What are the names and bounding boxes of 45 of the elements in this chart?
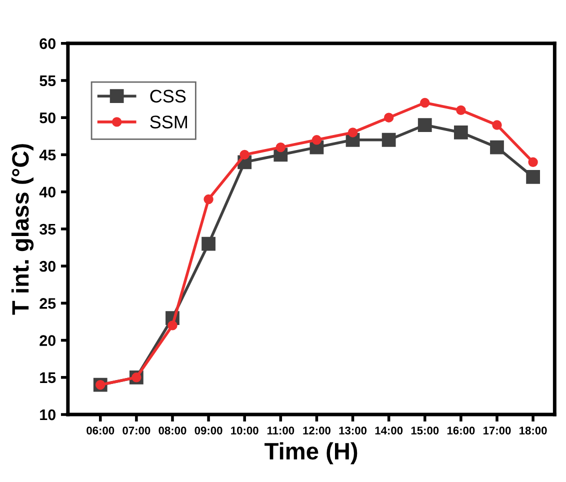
y-tick-label: 45 <box>39 150 56 160</box>
y-tick-label: 20 <box>40 335 56 346</box>
point <box>312 135 322 145</box>
y-tick-label: 40 <box>39 186 56 198</box>
point <box>456 105 466 116</box>
y-tick-label: 30 <box>39 260 56 272</box>
point <box>492 120 502 130</box>
point <box>528 157 538 168</box>
x-tick-label: 13:00 <box>339 426 367 435</box>
point <box>382 132 396 147</box>
x-tick-label: 11:00 <box>267 426 294 434</box>
y-tick-label: 35 <box>39 224 56 235</box>
point <box>418 118 432 132</box>
point <box>348 128 358 138</box>
x-tick-label: 12:00 <box>303 426 330 434</box>
y-axis-title: T int. glass (°C) <box>11 144 34 315</box>
point <box>384 112 394 122</box>
legend-label: SSM <box>150 116 187 128</box>
x-tick-label: 18:00 <box>520 426 547 434</box>
y-tick-label: 25 <box>40 298 56 309</box>
x-tick-label: 09:00 <box>194 426 222 434</box>
x-tick-label: 14:00 <box>375 426 403 434</box>
y-tick-label: 55 <box>40 76 56 86</box>
point <box>204 194 214 204</box>
x-tick-label: 15:00 <box>411 426 439 434</box>
point <box>526 170 540 184</box>
y-tick-label: 60 <box>40 38 56 50</box>
point <box>276 142 286 152</box>
point <box>420 98 430 108</box>
point <box>490 140 504 154</box>
point <box>202 236 216 251</box>
x-tick-label: 10:00 <box>231 426 258 434</box>
x-tick-label: 07:00 <box>122 426 150 434</box>
y-tick-label: 15 <box>40 372 56 384</box>
legend-label: CSS <box>150 90 186 103</box>
x-tick-label: 17:00 <box>483 426 511 434</box>
x-axis-title: Time (H) <box>264 442 358 464</box>
y-tick-label: 50 <box>40 112 56 124</box>
x-tick-label: 08:00 <box>158 426 186 434</box>
point <box>454 126 468 140</box>
x-tick-label: 06:00 <box>86 426 114 434</box>
point <box>168 320 178 330</box>
point <box>240 150 250 160</box>
y-tick-label: 10 <box>40 409 56 420</box>
x-tick-label: 16:00 <box>447 426 475 434</box>
